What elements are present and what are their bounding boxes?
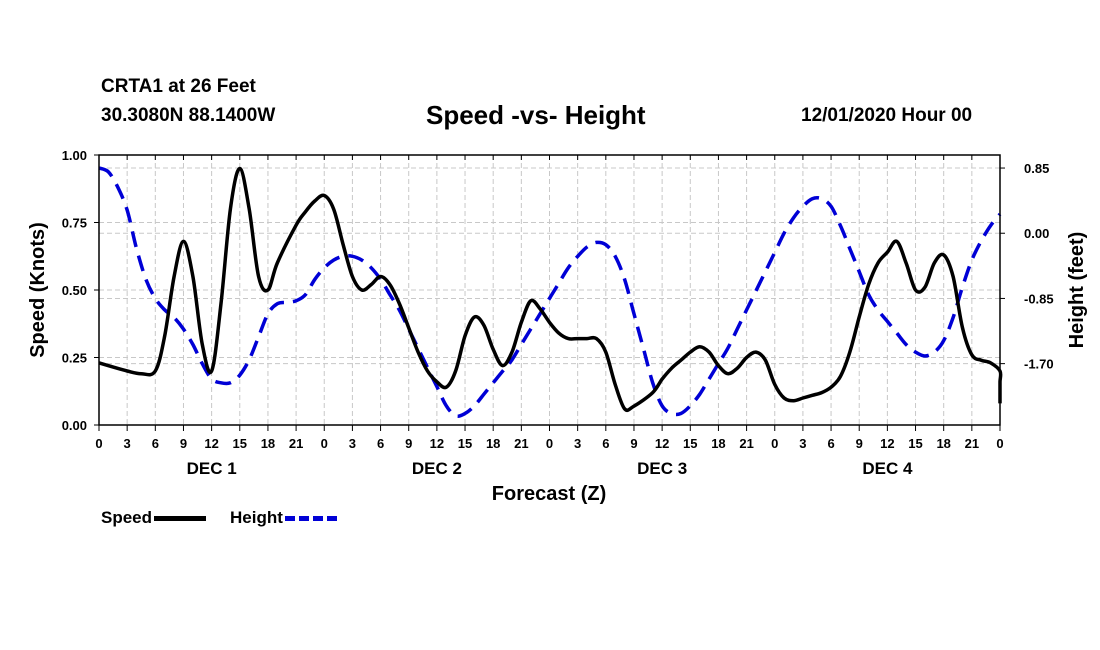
x-tick-label: 18 xyxy=(486,436,500,451)
series-layer xyxy=(98,166,1003,418)
day-label: DEC 3 xyxy=(637,459,687,478)
x-tick-label: 12 xyxy=(204,436,218,451)
grid xyxy=(99,155,1000,425)
y-left-tick-label: 0.00 xyxy=(62,418,87,433)
station-name: CRTA1 at 26 Feet xyxy=(101,76,256,97)
x-tick-label: 0 xyxy=(321,436,328,451)
x-tick-label: 12 xyxy=(880,436,894,451)
x-tick-label: 15 xyxy=(233,436,247,451)
x-tick-label: 6 xyxy=(377,436,384,451)
x-tick-label: 9 xyxy=(405,436,412,451)
x-tick-label: 6 xyxy=(827,436,834,451)
y-left-tick-label: 0.25 xyxy=(62,351,87,366)
x-tick-label: 18 xyxy=(711,436,725,451)
x-tick-label: 6 xyxy=(602,436,609,451)
x-tick-label: 9 xyxy=(180,436,187,451)
x-tick-label: 21 xyxy=(289,436,303,451)
day-label: DEC 2 xyxy=(412,459,462,478)
y-left-tick-label: 0.75 xyxy=(62,216,87,231)
x-tick-label: 9 xyxy=(630,436,637,451)
forecast-datetime: 12/01/2020 Hour 00 xyxy=(801,105,973,126)
series-height-line xyxy=(98,166,1002,418)
x-tick-label: 12 xyxy=(430,436,444,451)
y-right-tick-label: -0.85 xyxy=(1024,291,1054,306)
y-axis-left-title: Speed (Knots) xyxy=(27,222,49,358)
x-tick-label: 0 xyxy=(771,436,778,451)
x-tick-label: 12 xyxy=(655,436,669,451)
y-left-tick-label: 0.50 xyxy=(62,283,87,298)
x-tick-label: 0 xyxy=(95,436,102,451)
x-tick-label: 6 xyxy=(152,436,159,451)
x-tick-label: 9 xyxy=(856,436,863,451)
x-tick-label: 21 xyxy=(965,436,979,451)
legend-speed: Speed xyxy=(101,508,207,528)
legend-speed-label: Speed xyxy=(101,508,153,527)
legend-speed-swatch xyxy=(154,515,207,521)
day-label: DEC 4 xyxy=(862,459,913,478)
x-tick-label: 15 xyxy=(683,436,697,451)
x-tick-label: 3 xyxy=(349,436,356,451)
series-speed-line xyxy=(98,166,1003,413)
legend-height-label: Height xyxy=(230,508,283,527)
legend-height-swatch xyxy=(284,515,337,521)
day-label: DEC 1 xyxy=(187,459,237,478)
x-tick-label: 15 xyxy=(908,436,922,451)
x-tick-label: 21 xyxy=(739,436,753,451)
y-right-tick-label: -1.70 xyxy=(1024,357,1054,372)
x-tick-label: 15 xyxy=(458,436,472,451)
axes: 0 3 6 9 12 15 18 21 0 3 6 9 12 15 18 21 0 3 6 9 12 15 18 21 0 3 6 9… xyxy=(62,148,1054,478)
x-tick-label: 0 xyxy=(996,436,1003,451)
y-left-tick-label: 1.00 xyxy=(62,148,87,163)
x-tick-label: 18 xyxy=(936,436,950,451)
x-tick-label: 18 xyxy=(261,436,275,451)
x-tick-label: 3 xyxy=(799,436,806,451)
legend-height: Height xyxy=(230,508,337,528)
x-tick-label: 3 xyxy=(574,436,581,451)
station-coordinates: 30.3080N 88.1400W xyxy=(101,105,276,126)
chart-title: Speed -vs- Height xyxy=(426,100,646,130)
x-tick-label: 0 xyxy=(546,436,553,451)
x-tick-label: 3 xyxy=(124,436,131,451)
x-axis-title: Forecast (Z) xyxy=(492,483,606,505)
x-tick-label: 21 xyxy=(514,436,528,451)
y-axis-right-title: Height (feet) xyxy=(1066,232,1088,349)
y-right-tick-label: 0.00 xyxy=(1024,226,1049,241)
y-right-tick-label: 0.85 xyxy=(1024,161,1049,176)
